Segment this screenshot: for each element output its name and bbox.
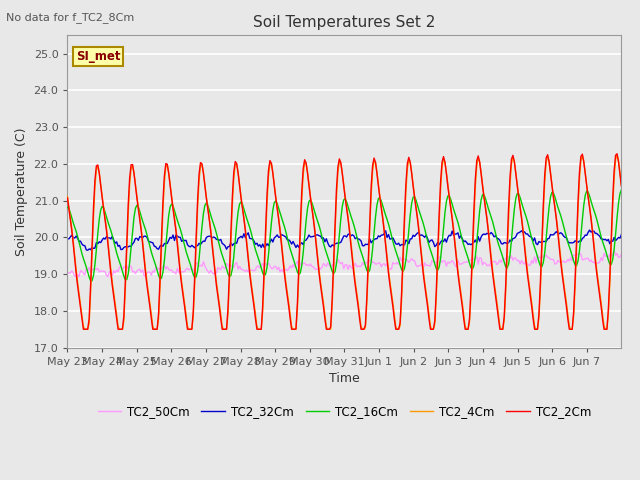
- TC2_32Cm: [616, 235, 624, 241]
- TC2_2Cm: [101, 216, 109, 222]
- Title: Soil Temperatures Set 2: Soil Temperatures Set 2: [253, 15, 436, 30]
- TC2_4Cm: [101, 215, 109, 220]
- TC2_4Cm: [81, 326, 89, 332]
- Line: TC2_32Cm: TC2_32Cm: [67, 230, 621, 250]
- TC2_50Cm: [63, 271, 71, 276]
- TC2_16Cm: [618, 187, 625, 193]
- TC2_4Cm: [63, 193, 71, 199]
- Line: TC2_2Cm: TC2_2Cm: [67, 154, 621, 329]
- TC2_16Cm: [614, 201, 622, 206]
- Line: TC2_4Cm: TC2_4Cm: [67, 155, 621, 329]
- Text: SI_met: SI_met: [76, 50, 120, 63]
- Legend: TC2_50Cm, TC2_32Cm, TC2_16Cm, TC2_4Cm, TC2_2Cm: TC2_50Cm, TC2_32Cm, TC2_16Cm, TC2_4Cm, T…: [93, 400, 596, 423]
- TC2_4Cm: [460, 312, 468, 317]
- TC2_32Cm: [84, 247, 92, 253]
- TC2_32Cm: [460, 239, 468, 245]
- TC2_2Cm: [84, 326, 92, 332]
- Line: TC2_50Cm: TC2_50Cm: [67, 250, 621, 277]
- TC2_16Cm: [350, 222, 358, 228]
- TC2_50Cm: [84, 267, 92, 273]
- TC2_2Cm: [460, 316, 468, 322]
- TC2_50Cm: [542, 252, 550, 258]
- TC2_4Cm: [618, 182, 625, 188]
- TC2_32Cm: [542, 239, 550, 244]
- TC2_4Cm: [616, 169, 624, 175]
- TC2_4Cm: [84, 326, 92, 332]
- TC2_16Cm: [542, 235, 550, 241]
- TC2_32Cm: [586, 227, 593, 233]
- Y-axis label: Soil Temperature (C): Soil Temperature (C): [15, 127, 28, 256]
- TC2_2Cm: [63, 195, 71, 201]
- Line: TC2_16Cm: TC2_16Cm: [67, 190, 621, 281]
- TC2_32Cm: [83, 247, 90, 252]
- TC2_2Cm: [618, 183, 625, 189]
- TC2_4Cm: [613, 152, 621, 158]
- TC2_2Cm: [79, 326, 87, 332]
- TC2_50Cm: [350, 264, 358, 269]
- TC2_50Cm: [616, 254, 624, 260]
- TC2_16Cm: [101, 209, 109, 215]
- TC2_50Cm: [611, 247, 618, 253]
- TC2_50Cm: [75, 274, 83, 280]
- TC2_2Cm: [542, 155, 550, 161]
- TC2_16Cm: [88, 278, 96, 284]
- X-axis label: Time: Time: [329, 372, 360, 385]
- TC2_16Cm: [63, 204, 71, 210]
- TC2_32Cm: [618, 232, 625, 238]
- TC2_2Cm: [350, 271, 358, 276]
- TC2_32Cm: [101, 236, 109, 242]
- TC2_50Cm: [460, 260, 468, 265]
- TC2_32Cm: [63, 236, 71, 242]
- TC2_2Cm: [616, 171, 624, 177]
- TC2_4Cm: [350, 267, 358, 273]
- TC2_50Cm: [618, 252, 625, 257]
- TC2_16Cm: [83, 264, 90, 270]
- TC2_32Cm: [350, 233, 358, 239]
- TC2_2Cm: [613, 151, 621, 156]
- Text: No data for f_TC2_8Cm: No data for f_TC2_8Cm: [6, 12, 134, 23]
- TC2_16Cm: [460, 242, 468, 248]
- TC2_50Cm: [101, 269, 109, 275]
- TC2_4Cm: [542, 160, 550, 166]
